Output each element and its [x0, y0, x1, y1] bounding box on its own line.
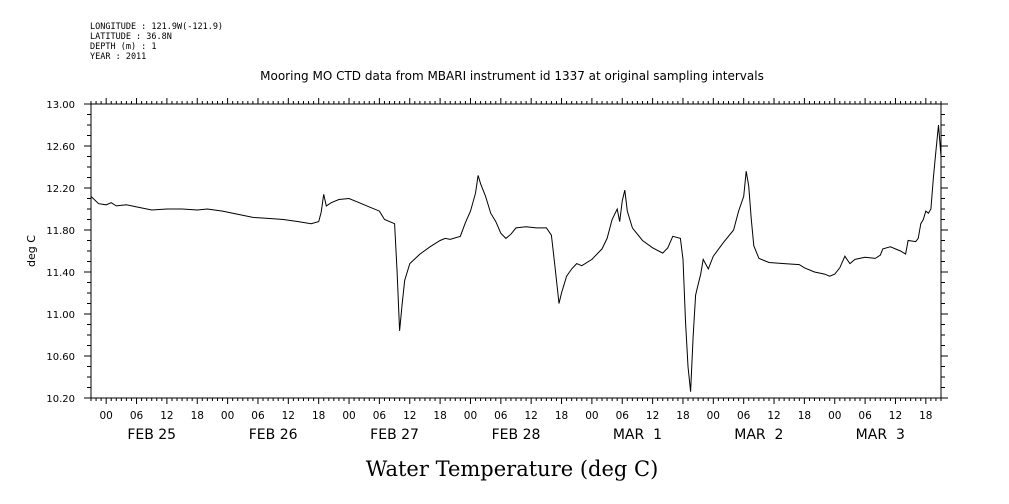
chart-title: Mooring MO CTD data from MBARI instrumen… — [260, 69, 764, 83]
x-tick-label: 00 — [828, 410, 841, 422]
x-tick-label: 06 — [616, 410, 630, 422]
x-day-labels: FEB 25 FEB 26 FEB 27 FEB 28 MAR 1 MAR 2 MAR 3 — [127, 427, 905, 443]
meta-latitude: LATITUDE : 36.8N — [90, 32, 172, 42]
x-tick-label: 12 — [160, 410, 173, 422]
x-tick-label: 18 — [312, 410, 325, 422]
x-tick-label: 18 — [676, 410, 689, 422]
meta-longitude: LONGITUDE : 121.9W(-121.9) — [90, 22, 224, 32]
y-axis-label: deg C — [25, 235, 38, 267]
x-tick-label: 00 — [221, 410, 234, 422]
x-axis-label: Water Temperature (deg C) — [366, 457, 659, 481]
x-day-label: MAR 2 — [734, 427, 783, 443]
y-tick-label: 10.60 — [46, 352, 75, 363]
y-tick-label: 13.00 — [46, 100, 75, 111]
y-tick-label: 12.60 — [46, 142, 75, 153]
x-tick-label: 12 — [524, 410, 537, 422]
x-tick-label: 06 — [858, 410, 872, 422]
metadata-block: LONGITUDE : 121.9W(-121.9) LATITUDE : 36… — [90, 22, 223, 62]
x-tick-label: 18 — [555, 410, 568, 422]
x-tick-label: 00 — [707, 410, 720, 422]
x-tick-label: 12 — [282, 410, 295, 422]
plot-frame — [90, 103, 942, 399]
x-day-label: FEB 27 — [370, 427, 419, 443]
x-tick-label: 12 — [889, 410, 902, 422]
x-tick-label: 12 — [767, 410, 780, 422]
x-day-label: MAR 3 — [856, 427, 905, 443]
x-day-label: FEB 28 — [492, 427, 541, 443]
x-tick-label: 12 — [646, 410, 659, 422]
x-tick-label: 06 — [494, 410, 508, 422]
meta-year: YEAR : 2011 — [90, 52, 147, 62]
axis-ticks — [84, 98, 948, 404]
x-tick-labels: 00 06 12 18 00 06 12 18 00 06 12 18 00 06 12 18 00 06 12 18… — [99, 410, 932, 422]
x-tick-label: 18 — [919, 410, 932, 422]
x-tick-label: 18 — [798, 410, 811, 422]
x-day-label: MAR 1 — [613, 427, 662, 443]
x-tick-label: 18 — [191, 410, 204, 422]
x-tick-label: 06 — [251, 410, 265, 422]
series-line-water-temperature — [90, 124, 942, 392]
x-tick-label: 00 — [342, 410, 355, 422]
x-tick-label: 06 — [737, 410, 751, 422]
x-tick-label: 00 — [585, 410, 598, 422]
x-tick-label: 18 — [433, 410, 446, 422]
y-tick-label: 11.00 — [46, 310, 75, 321]
x-tick-label: 06 — [373, 410, 387, 422]
x-tick-label: 12 — [403, 410, 416, 422]
x-day-label: FEB 26 — [249, 427, 298, 443]
y-tick-label: 12.20 — [46, 184, 75, 195]
meta-depth: DEPTH (m) : 1 — [90, 42, 157, 52]
x-day-label: FEB 25 — [127, 427, 176, 443]
x-tick-label: 00 — [99, 410, 112, 422]
x-tick-label: 00 — [464, 410, 477, 422]
y-tick-labels: 13.00 12.60 12.20 11.80 11.40 11.00 10.60 10.20 — [46, 100, 75, 405]
y-tick-label: 11.80 — [46, 226, 75, 237]
x-tick-label: 06 — [130, 410, 144, 422]
y-tick-label: 10.20 — [46, 394, 75, 405]
y-tick-label: 11.40 — [46, 268, 75, 279]
